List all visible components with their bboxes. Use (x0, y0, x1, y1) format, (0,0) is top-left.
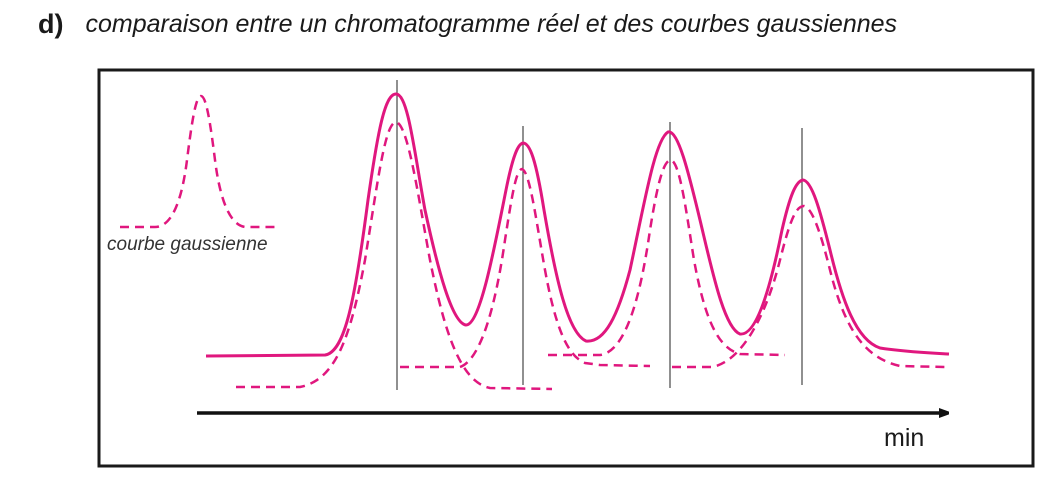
legend-label: courbe gaussienne (107, 234, 268, 255)
real-chromatogram-curve (205, 92, 950, 358)
gaussian-curve-4 (672, 204, 946, 369)
figure-title: comparaison entre un chromatogramme réel… (85, 9, 898, 38)
gaussian-curve-3 (548, 158, 786, 357)
gaussian-curve-1 (236, 120, 553, 391)
gaussian-curve-2 (400, 167, 651, 369)
legend-gaussian-curve (120, 94, 278, 229)
figure-label: d) (38, 8, 64, 39)
time-axis-unit: min (884, 424, 924, 452)
figure-header: d) comparaison entre un chromatogramme r… (38, 4, 897, 44)
diagram-frame (97, 68, 1035, 468)
